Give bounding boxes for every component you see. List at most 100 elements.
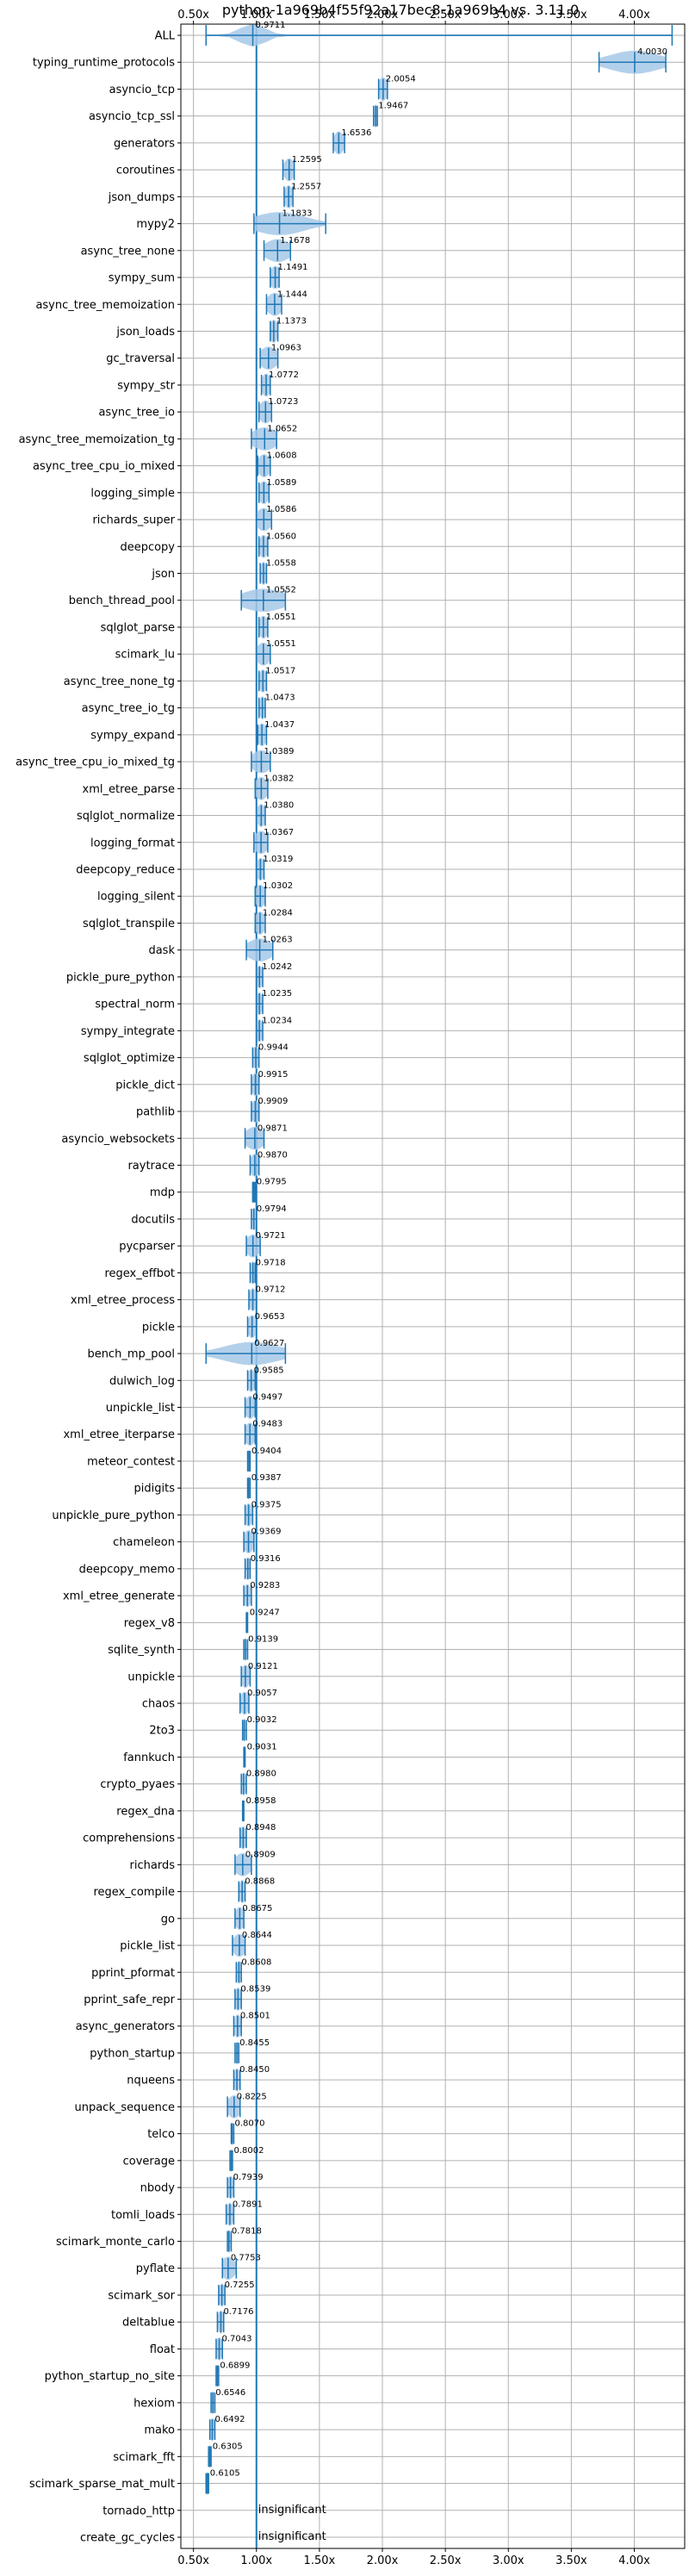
benchmark-label: tornado_http (102, 2504, 175, 2517)
benchmark-label: async_tree_cpu_io_mixed_tg (16, 756, 175, 769)
value-label: 1.0473 (265, 694, 295, 703)
benchmark-label: richards_super (92, 514, 175, 527)
value-label: 0.9915 (258, 1070, 289, 1080)
benchmark-label: pycparser (119, 1241, 175, 1254)
benchmark-label: regex_effbot (104, 1267, 175, 1280)
value-label: 0.8539 (240, 1984, 270, 1994)
benchmark-label: xml_etree_process (71, 1294, 175, 1307)
value-label: 0.8501 (240, 2012, 270, 2021)
value-label: 0.9375 (251, 1500, 282, 1509)
benchmark-label: sympy_expand (90, 729, 175, 742)
value-label: 1.0284 (263, 908, 293, 918)
value-label: 0.9369 (251, 1528, 282, 1537)
value-label: 1.0367 (264, 828, 294, 837)
value-label: 0.8675 (242, 1904, 272, 1913)
value-label: 0.9057 (247, 1689, 277, 1698)
value-label: 0.7939 (233, 2173, 264, 2182)
chart-title: python-1a969b4f55f92a17bec8-1a969b4 vs. … (222, 2, 579, 18)
benchmark-label: pidigits (134, 1483, 176, 1496)
value-label: 0.9627 (254, 1339, 284, 1348)
benchmark-label: scimark_fft (113, 2451, 175, 2464)
benchmark-label: hexiom (133, 2397, 175, 2410)
x-tick-label-top: 4.00x (618, 9, 650, 22)
value-label: 0.6492 (214, 2415, 245, 2424)
value-label: 1.0234 (262, 1016, 292, 1025)
x-tick-label-top: 1.00x (240, 9, 272, 22)
value-label: 0.7255 (225, 2280, 255, 2290)
benchmark-label: pyflate (136, 2262, 175, 2275)
value-label: 1.1678 (280, 236, 310, 246)
value-label: 0.8909 (245, 1850, 276, 1859)
value-label: 0.9031 (247, 1742, 277, 1752)
value-label: 1.2595 (292, 155, 322, 165)
benchmark-label: scimark_sor (108, 2289, 175, 2302)
benchmark-label: async_generators (76, 2020, 176, 2033)
benchmark-label: regex_v8 (124, 1617, 175, 1630)
benchmark-label: docutils (131, 1213, 175, 1226)
x-tick-label-bottom: 3.00x (493, 2554, 525, 2567)
value-label: 0.9404 (251, 1447, 282, 1456)
benchmark-label: scimark_lu (115, 649, 175, 662)
benchmark-label: telco (147, 2128, 175, 2141)
value-label: 0.9718 (256, 1258, 286, 1267)
value-label: 1.0389 (264, 747, 294, 756)
benchmark-label: meteor_contest (87, 1455, 175, 1468)
value-label: 2.0054 (386, 74, 416, 84)
benchmark-label: logging_format (90, 837, 175, 849)
value-label: 1.0652 (267, 424, 297, 433)
benchmark-label: async_tree_memoization_tg (19, 433, 175, 446)
benchmark-label: raytrace (127, 1160, 175, 1173)
value-label: 1.0437 (264, 720, 295, 730)
benchmark-label: pickle_pure_python (66, 971, 175, 984)
benchmark-label: mypy2 (136, 218, 175, 231)
grid-lines (181, 24, 685, 2548)
value-label: 1.0772 (269, 370, 299, 380)
benchmark-label: logging_silent (97, 891, 175, 904)
value-label: 1.2557 (291, 182, 321, 191)
x-tick-label-top: 1.50x (304, 9, 336, 22)
value-label: 0.7043 (222, 2334, 252, 2343)
value-label: 1.1833 (282, 209, 313, 219)
value-label: 1.0586 (266, 505, 296, 514)
benchmark-label: sqlglot_optimize (84, 1052, 175, 1065)
benchmark-label: typing_runtime_protocols (33, 57, 175, 70)
benchmark-label: deepcopy (120, 541, 175, 554)
insignificant-label: insignificant (258, 2504, 326, 2517)
benchmark-label: bench_mp_pool (87, 1348, 175, 1361)
benchmark-label: dulwich_log (109, 1375, 175, 1388)
benchmark-label: go (161, 1913, 175, 1926)
benchmark-label: pickle (142, 1321, 175, 1334)
value-label: 0.8644 (242, 1931, 272, 1940)
benchmark-label: sympy_sum (109, 272, 175, 285)
x-tick-label-top: 0.50x (177, 9, 209, 22)
plot-frame (180, 23, 686, 2549)
value-label: 0.6546 (215, 2388, 245, 2398)
value-label: 0.8070 (235, 2119, 265, 2129)
benchmark-label: unpickle_list (106, 1402, 175, 1415)
x-tick-label-top: 3.00x (493, 9, 525, 22)
benchmark-label: chameleon (113, 1536, 175, 1549)
value-label: 1.0558 (266, 559, 296, 569)
benchmark-label: 2to3 (149, 1725, 175, 1738)
value-label: 1.0723 (268, 397, 298, 407)
benchmark-label: async_tree_io (98, 407, 175, 420)
value-label: 0.9387 (251, 1473, 282, 1483)
x-tick-label-bottom: 1.00x (240, 2554, 272, 2567)
benchmark-label: asyncio_tcp (109, 84, 175, 96)
benchmark-label: sympy_str (117, 379, 175, 392)
benchmark-label: async_tree_none_tg (64, 675, 175, 688)
value-label: 4.0030 (637, 47, 667, 57)
value-label: 1.0552 (266, 586, 296, 595)
benchmark-label: crypto_pyaes (100, 1778, 175, 1791)
value-label: 0.8002 (234, 2146, 264, 2156)
value-label: 1.0382 (264, 774, 294, 783)
benchmark-label: sqlglot_transpile (83, 918, 175, 930)
benchmark-label: logging_simple (90, 487, 175, 500)
value-label: 0.7176 (223, 2307, 253, 2317)
value-label: 0.6105 (210, 2469, 240, 2479)
value-label: 0.7753 (231, 2254, 261, 2263)
benchmark-label: json_loads (115, 326, 175, 339)
benchmark-label: pickle_dict (115, 1079, 175, 1092)
insignificant-label: insignificant (258, 2530, 326, 2543)
value-label: 1.0380 (264, 801, 294, 811)
